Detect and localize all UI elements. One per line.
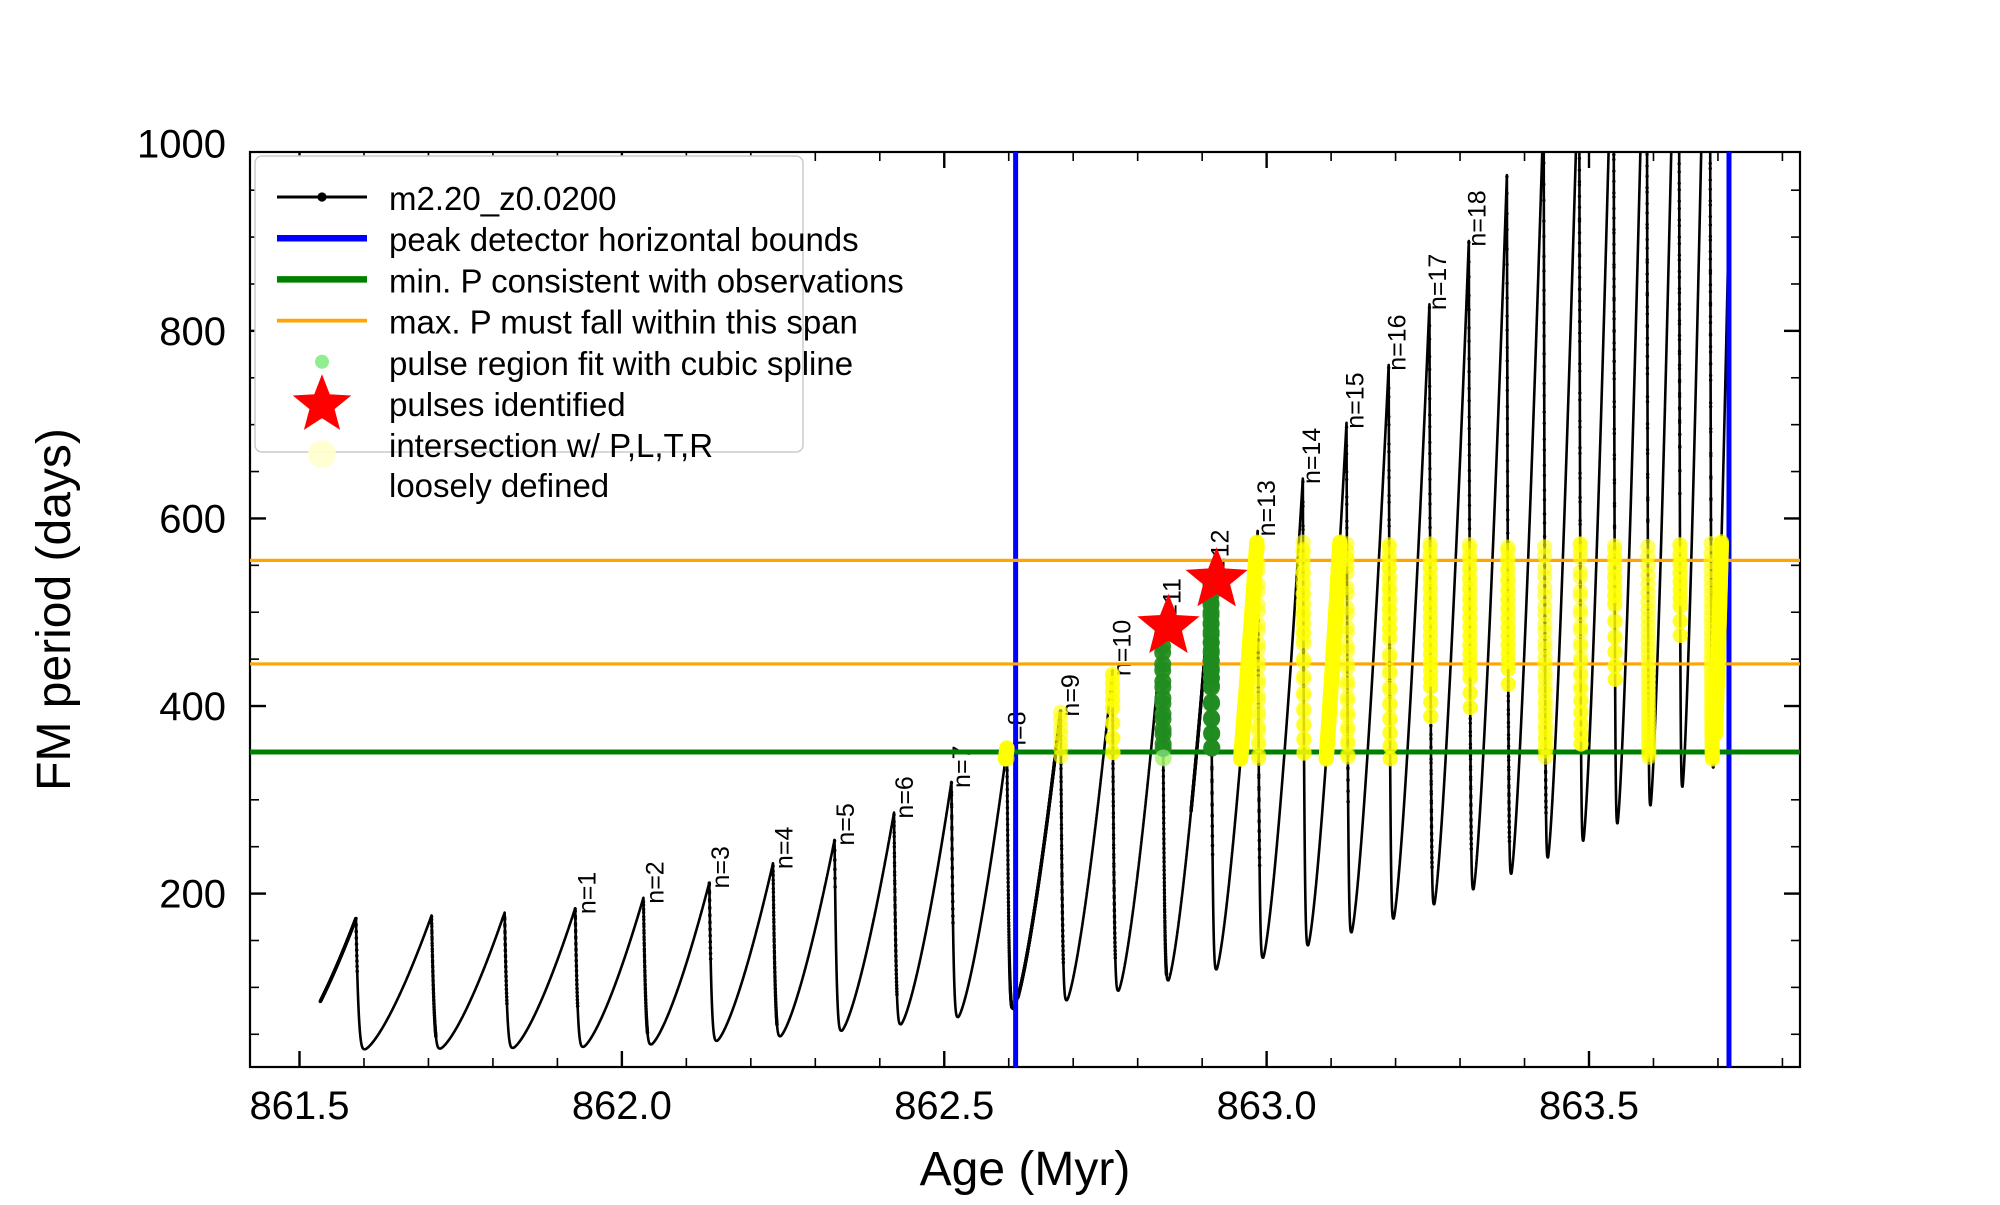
svg-text:200: 200	[159, 873, 226, 917]
svg-text:n=18: n=18	[1463, 190, 1491, 246]
svg-text:800: 800	[159, 310, 226, 354]
svg-text:600: 600	[159, 497, 226, 541]
svg-text:863.5: 863.5	[1539, 1084, 1639, 1128]
svg-text:FM period (days): FM period (days)	[28, 428, 81, 791]
svg-text:Age (Myr): Age (Myr)	[920, 1143, 1131, 1196]
svg-text:862.5: 862.5	[894, 1084, 994, 1128]
svg-text:n=5: n=5	[832, 803, 860, 845]
svg-text:n=2: n=2	[641, 861, 669, 903]
svg-text:n=14: n=14	[1298, 428, 1326, 484]
svg-text:861.5: 861.5	[249, 1084, 349, 1128]
svg-text:1000: 1000	[137, 122, 226, 166]
svg-text:n=15: n=15	[1342, 372, 1370, 428]
svg-text:n=17: n=17	[1424, 254, 1452, 310]
svg-text:863.0: 863.0	[1217, 1084, 1317, 1128]
svg-text:n=1: n=1	[574, 872, 602, 914]
svg-text:n=4: n=4	[771, 827, 799, 870]
svg-text:862.0: 862.0	[572, 1084, 672, 1128]
svg-text:n=16: n=16	[1384, 314, 1412, 370]
svg-text:400: 400	[159, 685, 226, 729]
svg-text:n=13: n=13	[1253, 480, 1281, 536]
svg-text:n=6: n=6	[891, 776, 919, 818]
svg-text:n=3: n=3	[707, 846, 735, 888]
